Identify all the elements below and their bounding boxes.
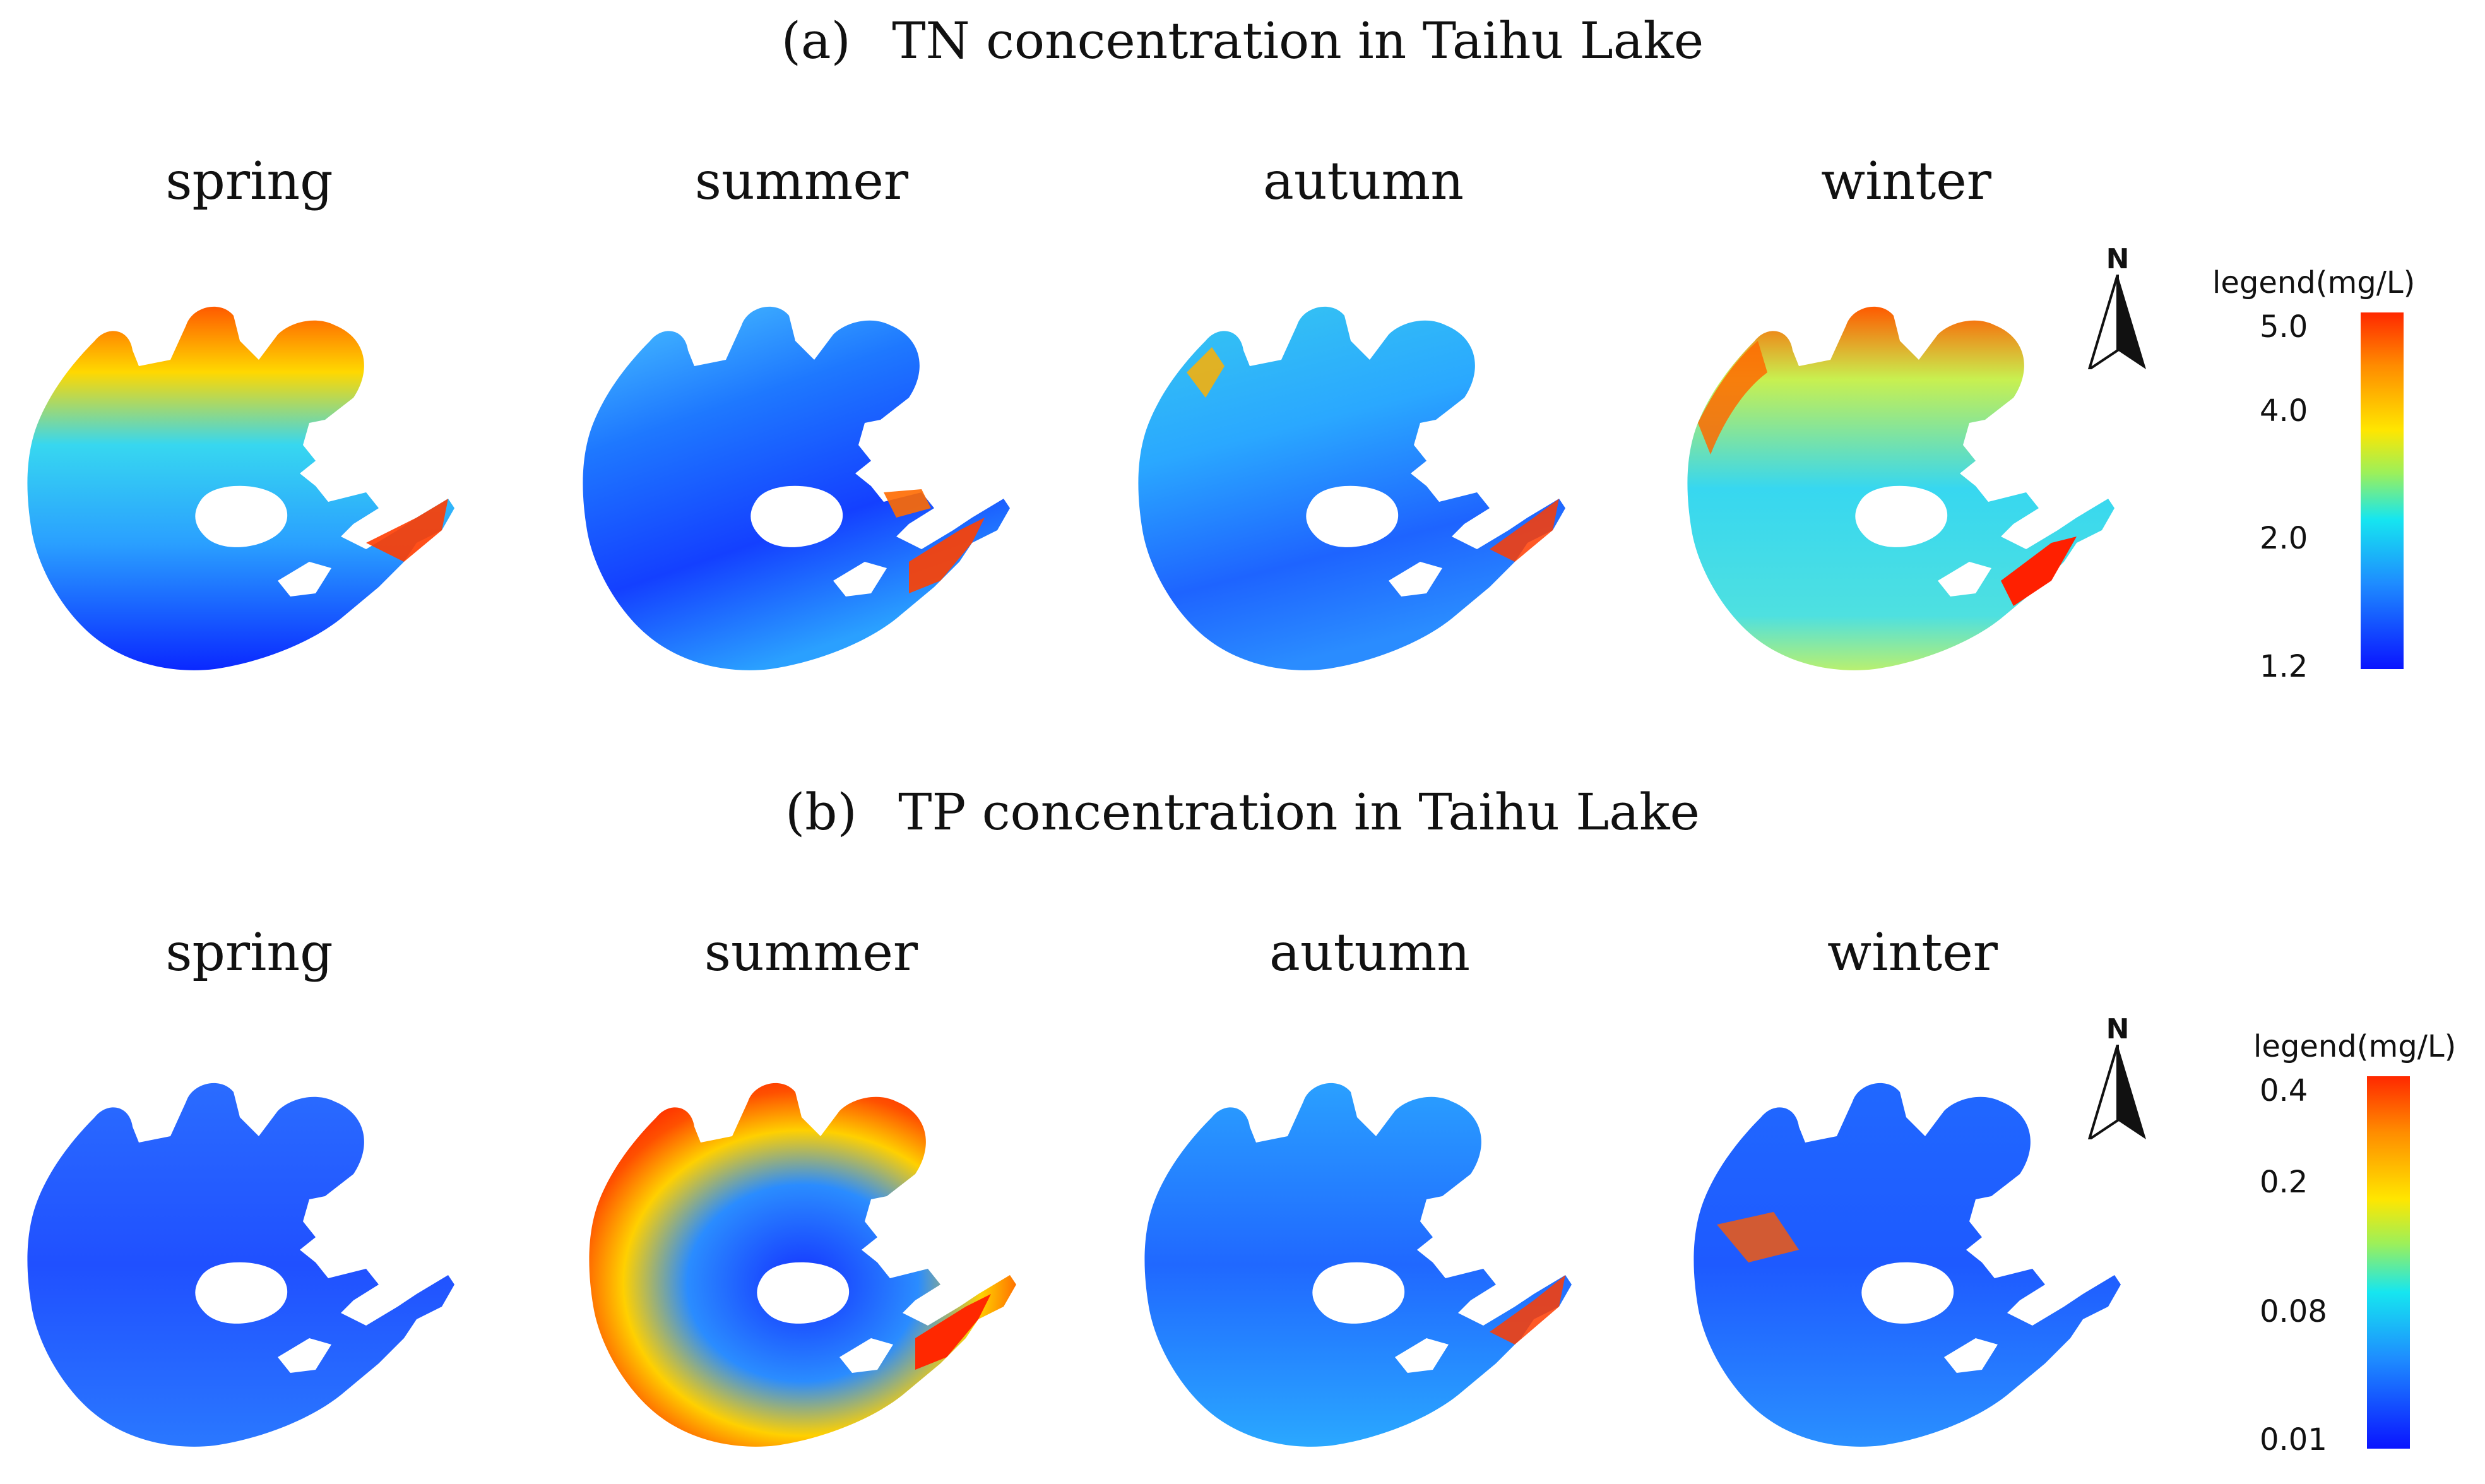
legend-tick: 0.01 xyxy=(2260,1422,2327,1457)
lake-map-tp-autumn xyxy=(1144,1083,1572,1447)
north-arrow-icon xyxy=(2087,1045,2146,1139)
legend-tick: 5.0 xyxy=(2260,309,2308,345)
colorbar-tp xyxy=(2367,1076,2410,1449)
lake-map-tn-summer xyxy=(583,306,1010,670)
season-label: autumn xyxy=(1262,151,1464,211)
season-label: autumn xyxy=(1269,923,1471,983)
legend-tick: 1.2 xyxy=(2260,649,2308,684)
lake-map-tp-winter xyxy=(1693,1083,2121,1447)
north-arrow: N xyxy=(2083,1013,2152,1139)
legend-tick: 0.08 xyxy=(2260,1294,2327,1329)
season-label: spring xyxy=(165,151,333,211)
panel-title-text: TP concentration in Taihu Lake xyxy=(898,783,1700,841)
panel-title-text: TN concentration in Taihu Lake xyxy=(892,11,1704,70)
season-label: summer xyxy=(704,923,918,983)
panel-title-a: (a) TN concentration in Taihu Lake xyxy=(0,11,2485,70)
legend-tick: 0.2 xyxy=(2260,1165,2308,1200)
panel-label: (a) xyxy=(781,11,851,70)
panel-label: (b) xyxy=(785,783,857,841)
lake-map-tn-autumn xyxy=(1138,306,1565,670)
north-label: N xyxy=(2106,1013,2130,1045)
lake-map-tn-winter xyxy=(1687,306,2114,670)
legend-tick: 2.0 xyxy=(2260,521,2308,556)
legend-title: legend(mg/L) xyxy=(2253,1029,2457,1064)
legend-tick: 0.4 xyxy=(2260,1073,2308,1108)
season-label: spring xyxy=(165,923,333,983)
north-arrow: N xyxy=(2083,243,2152,369)
north-label: N xyxy=(2106,243,2130,275)
season-label: winter xyxy=(1827,923,1998,983)
north-arrow-icon xyxy=(2087,275,2146,369)
lake-map-tn-spring xyxy=(27,306,454,670)
legend-tick: 4.0 xyxy=(2260,393,2308,429)
legend-title: legend(mg/L) xyxy=(2212,265,2416,300)
panel-title-b: (b) TP concentration in Taihu Lake xyxy=(0,783,2485,841)
season-label: summer xyxy=(694,151,909,211)
lake-map-tp-spring xyxy=(27,1083,454,1447)
lake-map-tp-summer xyxy=(589,1083,1016,1447)
colorbar-tn xyxy=(2361,312,2404,669)
season-label: winter xyxy=(1821,151,1991,211)
